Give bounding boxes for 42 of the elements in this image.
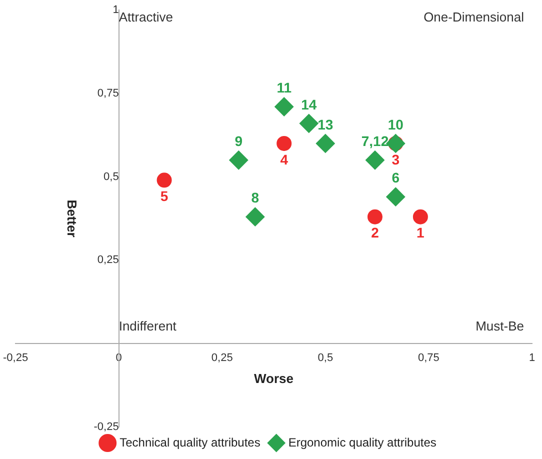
annotation: 1: [416, 224, 425, 241]
y-tick-label: 0,75: [97, 87, 119, 100]
annotation: Must-Be: [476, 318, 524, 334]
annotation: 13: [318, 116, 334, 132]
x-tick-label: 0,75: [418, 352, 440, 364]
point: [299, 114, 318, 133]
x-tick-label: -0,25: [2, 352, 28, 364]
annotation: 3: [392, 151, 400, 168]
annotation: 11: [276, 80, 292, 96]
y-axis-title: Better: [64, 200, 80, 238]
annotation: 10: [388, 116, 404, 132]
legend-label: Technical quality attributes: [120, 435, 260, 450]
point: [156, 172, 172, 188]
point: [229, 150, 248, 170]
x-axis-title: Worse: [254, 371, 294, 386]
y-tick-label: 1: [112, 4, 119, 16]
y-tick-label: -0,25: [94, 421, 119, 434]
point: [276, 136, 292, 151]
point: [386, 187, 406, 206]
annotation: Attractive: [118, 10, 174, 25]
annotation: 9: [234, 132, 243, 149]
annotation: 2: [371, 224, 380, 241]
point: [412, 209, 428, 224]
annotation: 14: [301, 96, 317, 112]
annotation: 5: [160, 188, 168, 204]
x-tick-label: 0,25: [211, 352, 233, 364]
point: [274, 97, 294, 116]
annotation: 4: [280, 151, 288, 168]
x-tick-label: 0,5: [318, 352, 334, 364]
annotation: 8: [251, 190, 260, 206]
annotation: 7,12: [361, 132, 389, 149]
annotation: Indifferent: [118, 318, 177, 334]
y-tick-label: 0,25: [97, 254, 119, 266]
annotation: 6: [392, 170, 400, 186]
y-tick-label: 0,5: [104, 170, 119, 183]
point: [316, 134, 335, 153]
x-tick-label: 1: [528, 352, 536, 364]
point: [246, 207, 265, 226]
annotation: One-Dimensional: [424, 10, 524, 25]
point: [367, 209, 382, 224]
point: [365, 150, 384, 170]
legend-label: Ergonomic quality attributes: [288, 435, 436, 450]
